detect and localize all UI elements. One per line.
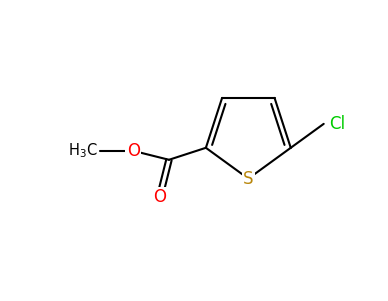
Text: H$_3$C: H$_3$C xyxy=(68,141,97,160)
Text: Cl: Cl xyxy=(329,115,346,133)
Text: S: S xyxy=(243,170,254,188)
Text: O: O xyxy=(153,188,166,206)
Text: O: O xyxy=(127,142,140,160)
